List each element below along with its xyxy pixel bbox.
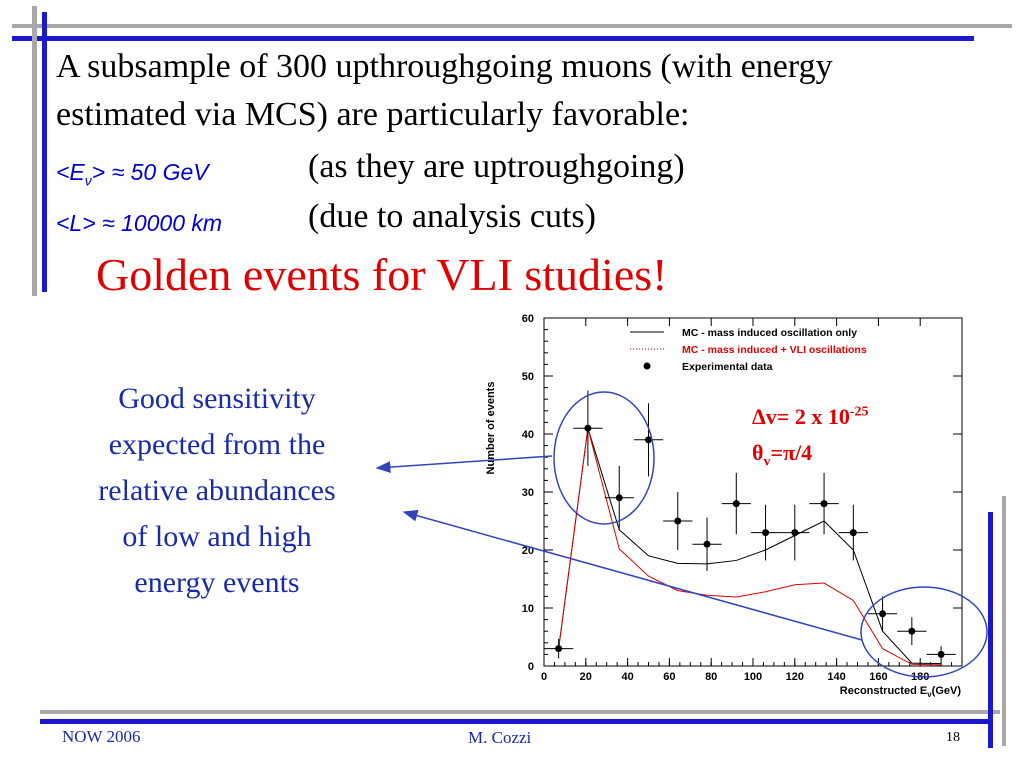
theta-annotation: θv=π/4 [752,440,813,470]
data-point [820,500,828,508]
legend-swatch-marker [643,362,651,370]
data-point [674,517,682,525]
x-axis-label: Reconstructed Eν(GeV) [840,685,962,699]
x-tick-label: 60 [663,671,675,683]
chart-legend: MC - mass induced oscillation only MC - m… [630,327,867,373]
y-tick-label: 40 [522,429,534,441]
legend-label: Experimental data [682,361,773,373]
frame-right-blue-line [988,512,993,748]
delta-v-annotation: Δv= 2 x 10-25 [752,404,869,429]
energy-distribution-chart: 0 20 40 60 80 100 120 140 160 180 0 10 20 30 40 50 60 MC… [485,313,963,699]
golden-events-heading: Golden events for VLI studies! [96,249,668,300]
y-tick-label: 60 [522,313,534,325]
frame-top-blue-line [12,36,974,41]
footer-author: M. Cozzi [468,728,532,747]
x-tick-label: 160 [869,671,887,683]
frame-bottom-blue-line [40,719,990,724]
mc-vli-line [558,428,942,666]
data-point [791,529,799,537]
length-reason: (due to analysis cuts) [308,198,596,235]
note-line: energy events [134,566,300,599]
frame-left-gray-line [32,6,37,296]
x-tick-label: 0 [541,671,547,683]
data-point [555,645,563,653]
data-point [703,540,711,548]
energy-reason: (as they are uptroughgoing) [308,148,685,185]
energy-label: <Eν> ≈ 50 GeV [56,159,209,189]
note-line: Good sensitivity [118,382,316,415]
data-point [615,494,623,502]
data-point [937,650,945,658]
frame-right-gray-line [1002,496,1006,746]
sensitivity-note: Good sensitivity expected from the relat… [58,376,376,606]
x-tick-label: 20 [580,671,592,683]
x-tick-label: 100 [744,671,762,683]
x-tick-label: 180 [911,671,929,683]
legend-label: MC - mass induced + VLI oscillations [682,344,867,356]
frame-left-blue-line [42,12,47,292]
y-tick-label: 50 [522,371,534,383]
data-point [879,610,887,618]
y-tick-label: 0 [528,661,534,673]
data-point [908,627,916,635]
note-line: of low and high [122,520,312,553]
note-line: relative abundances [98,474,336,507]
intro-line-2: estimated via MCS) are particularly favo… [56,96,690,133]
chart-points [544,390,956,663]
data-point [849,529,857,537]
data-point [584,424,592,432]
data-point [645,436,652,444]
frame-bottom-gray-line [40,710,1000,714]
x-tick-label: 40 [621,671,633,683]
length-label: <L> ≈ 10000 km [56,210,223,236]
x-tick-label: 80 [705,671,717,683]
x-tick-label: 140 [827,671,845,683]
footer-conference: NOW 2006 [62,727,141,746]
y-axis-label: Number of events [485,382,497,475]
y-tick-label: 20 [522,545,534,557]
note-line: expected from the [108,428,326,461]
frame-top-gray-line [12,24,1012,28]
mc-oscillation-only-line [558,428,942,665]
data-point [762,529,770,537]
intro-line-1: A subsample of 300 upthroughgoing muons … [56,48,833,85]
y-tick-label: 10 [522,603,534,615]
data-point [732,500,740,508]
y-tick-label: 30 [522,487,534,499]
x-tick-label: 120 [786,671,804,683]
page-number: 18 [946,730,960,745]
legend-label: MC - mass induced oscillation only [682,327,857,339]
chart-series [558,428,942,666]
